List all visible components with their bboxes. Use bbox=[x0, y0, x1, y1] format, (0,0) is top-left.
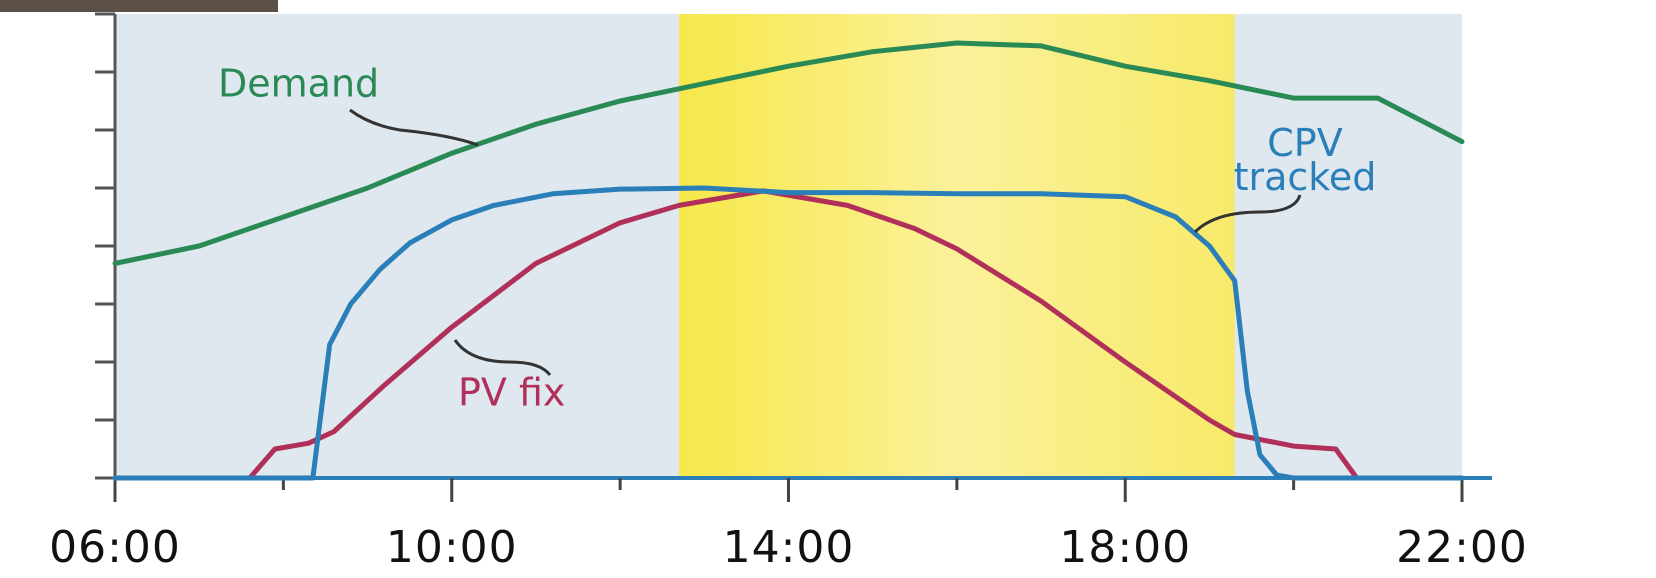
x-tick-label: 14:00 bbox=[723, 522, 855, 573]
photo-fragment bbox=[0, 0, 278, 12]
series-line bbox=[247, 188, 1360, 481]
x-tick-label: 22:00 bbox=[1396, 522, 1528, 573]
series-label: Demand bbox=[218, 62, 379, 106]
series-line bbox=[112, 40, 1465, 266]
highlight-band bbox=[679, 14, 1235, 478]
x-tick-label: 18:00 bbox=[1059, 522, 1191, 573]
x-tick-label: 06:00 bbox=[49, 522, 181, 573]
series-label: CPV tracked bbox=[1234, 121, 1377, 199]
series-label: PV fix bbox=[458, 371, 565, 415]
x-tick-label: 10:00 bbox=[386, 522, 518, 573]
leader-line bbox=[349, 108, 479, 147]
leader-line bbox=[1193, 194, 1302, 234]
leader-line bbox=[453, 339, 552, 376]
series-line bbox=[112, 185, 1465, 481]
